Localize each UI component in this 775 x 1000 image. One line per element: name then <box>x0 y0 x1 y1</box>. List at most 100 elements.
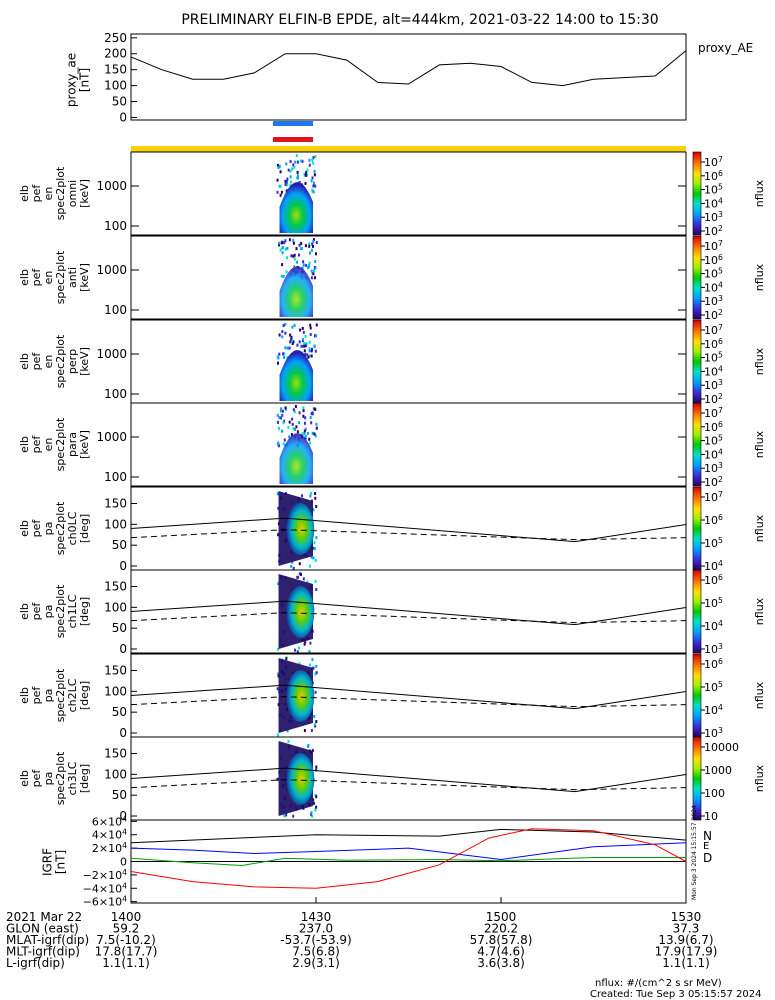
colorbar-tick-label: 104 <box>704 364 723 378</box>
spectrogram-pixel <box>290 180 293 184</box>
spectrogram-pixel <box>306 168 309 172</box>
spec-ylabel-line: [keV] <box>78 263 91 292</box>
spectrogram-pixel <box>280 416 282 420</box>
spec-ylabel-line: [deg] <box>78 597 91 626</box>
colorbar <box>692 319 702 404</box>
spectrogram-pixel <box>312 666 315 670</box>
spectrogram-pixel <box>310 179 313 183</box>
colorbar-tick-label: 106 <box>704 513 723 527</box>
spectrogram-pixel <box>315 765 318 769</box>
spectrogram-pixel <box>294 427 296 431</box>
spectrogram-pixel <box>312 240 315 244</box>
spec-ytick-label: 50 <box>112 705 127 719</box>
spectrogram-pixel <box>281 413 284 417</box>
spectrogram-pixel <box>313 344 316 348</box>
spectrogram-pixel <box>300 572 302 576</box>
spec-ylabel-line: ch3LC <box>66 761 79 795</box>
ae-ylabel-line: [nT] <box>78 68 92 92</box>
spectrogram-pixel <box>303 642 306 646</box>
spectrogram-pixel <box>298 243 301 247</box>
colorbar <box>692 736 702 821</box>
spectrogram-pixel <box>315 671 318 675</box>
spectrogram-pixel <box>282 324 285 328</box>
colorbar-tick-label: 105 <box>704 536 723 550</box>
legend-n: N <box>703 829 712 843</box>
spectrogram-pixel <box>292 427 295 430</box>
spectrogram-pixel <box>301 494 303 498</box>
igrf-ytick-label: 6×104 <box>92 814 127 828</box>
spec-ylabel-line: [keV] <box>78 430 91 459</box>
spectrogram-pixel <box>313 541 316 545</box>
spec-ylabel-line: elb <box>18 269 31 286</box>
spectrogram-pixel <box>309 326 312 330</box>
spectrogram-pixel <box>302 414 305 418</box>
spectrogram-pixel <box>282 421 285 425</box>
spectrogram-pixel <box>293 257 296 261</box>
spectrogram-pixel <box>311 412 314 416</box>
spec-ytick-label: 150 <box>104 580 127 594</box>
ephemeris-value: 2.9(3.1) <box>292 956 340 970</box>
spectrogram-pixel <box>293 165 296 169</box>
spec-ylabel-line: perp <box>66 349 79 374</box>
spectrogram-pixel <box>304 421 306 425</box>
footer-nflux: nflux: #/(cm^2 s sr MeV) <box>595 978 722 989</box>
colorbar <box>692 569 702 654</box>
spectrogram-pixel <box>303 344 306 348</box>
ephemeris-value: 1500 <box>486 910 517 924</box>
spectrogram-pixel <box>283 814 286 818</box>
spectrogram-pixel <box>312 801 315 805</box>
colorbar-tick-label: 102 <box>704 224 723 238</box>
spectrogram-pixel <box>315 795 318 799</box>
spectrogram-pixel <box>315 252 317 256</box>
spectrogram-pixel <box>281 240 284 244</box>
spectrogram-pixel <box>304 352 307 356</box>
spectrogram-pixel <box>312 184 315 188</box>
spectrogram-pixel <box>305 263 308 267</box>
spec-ylabel-line: en <box>42 271 55 285</box>
spectrogram-pixel <box>298 421 301 425</box>
colorbar-tick-label: 103 <box>704 726 723 740</box>
spectrogram-pixel <box>310 276 313 280</box>
spectrogram-pixel <box>308 564 311 568</box>
spectrogram-pixel <box>295 425 298 429</box>
spectrogram-pixel <box>312 190 315 194</box>
spectrogram-flux <box>286 753 315 805</box>
spec-ylabel-line: [deg] <box>78 681 91 710</box>
spectrogram-pixel <box>315 664 318 668</box>
spectrogram-pixel <box>315 720 318 723</box>
colorbar-tick-label: 105 <box>704 183 723 197</box>
spectrogram-panel: 150 100 50 0 elb pef pa spec2plot ch3LC [deg] 1000… <box>18 736 766 823</box>
spec-ylabel-line: spec2plot <box>54 166 67 220</box>
spectrogram-pixel <box>281 335 284 339</box>
spectrogram-pixel <box>289 169 292 173</box>
spectrogram-pixel <box>302 406 305 410</box>
colorbar-tick-label: 106 <box>704 657 723 671</box>
igrf-ytick-label: −4×104 <box>83 881 127 895</box>
spectrogram-pixel <box>284 331 287 335</box>
ephemeris-value: 1.1(1.1) <box>662 956 710 970</box>
spectrogram-pixel <box>304 181 307 185</box>
spectrogram-pixel <box>310 729 313 732</box>
colorbar-tick-label: 105 <box>704 351 723 365</box>
spectrogram-pixel <box>301 327 304 330</box>
spec-ytick-label: 100 <box>104 219 127 233</box>
spectrogram-pixel <box>296 170 299 174</box>
spec-ytick-label: 100 <box>104 600 127 614</box>
colorbar-tick-label: 100 <box>704 787 725 800</box>
spectrogram-pixel <box>279 184 282 188</box>
spec-ylabel-line: para <box>66 432 79 457</box>
colorbar-tick-label: 103 <box>704 294 723 308</box>
anti-loss-cone-line <box>130 779 687 791</box>
spectrogram-pixel <box>311 749 314 753</box>
spec-ylabel-line: [keV] <box>78 179 91 208</box>
spectrogram-pixel <box>298 572 301 576</box>
spectrogram-flux <box>279 350 313 401</box>
spectrogram-pixel <box>281 429 284 433</box>
spectrogram-pixel <box>277 647 280 651</box>
spec-ytick-label: 0 <box>119 726 127 740</box>
spectrogram-pixel <box>281 263 284 267</box>
spectrogram-pixel <box>306 580 309 584</box>
spectrogram-pixel <box>311 658 314 662</box>
spec-ylabel-line: pa <box>42 772 55 786</box>
